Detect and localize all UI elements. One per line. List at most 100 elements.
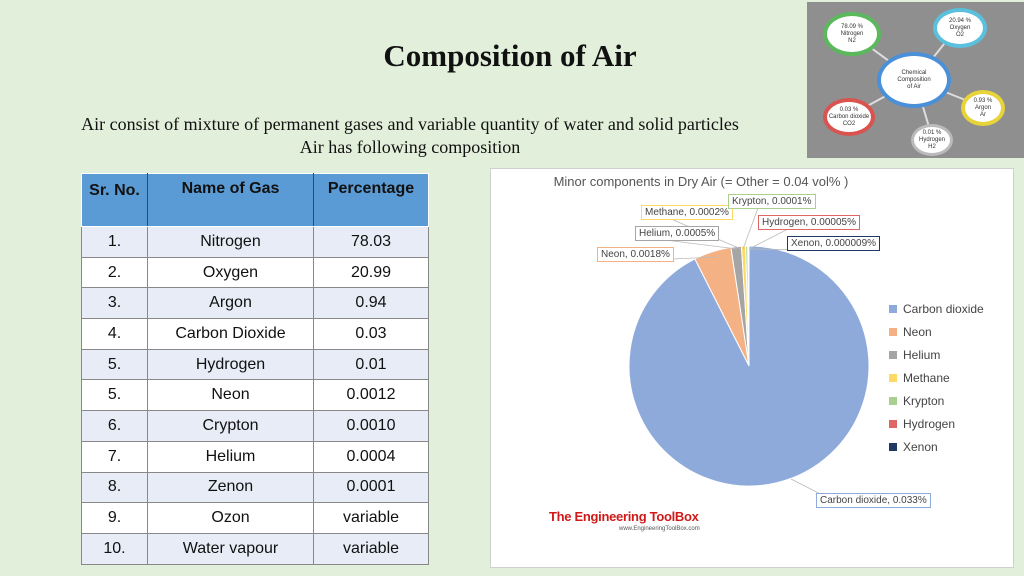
table-row: 2. Oxygen 20.99 [81,256,429,289]
chart-title: Minor components in Dry Air (= Other = 0… [553,174,849,189]
header-name-of-gas: Name of Gas [147,173,314,227]
mindmap-node-carbon-dioxide: 0.03 % Carbon dioxide CO2 [823,98,875,136]
cell-percentage: 0.0001 [313,471,429,504]
cell-gas-name: Ozon [147,502,314,534]
table-header-row: Sr. No. Name of Gas Percentage [81,173,429,227]
data-label-hydrogen: Hydrogen, 0.00005% [758,215,860,230]
table-row: 9. Ozon variable [81,502,429,534]
legend-item: Krypton [889,389,984,412]
mindmap-center-line: of Air [907,83,921,90]
mindmap-node-line: Carbon dioxide [828,113,870,120]
cell-gas-name: Neon [147,379,314,412]
legend-label: Krypton [903,393,945,408]
cell-gas-name: Crypton [147,410,314,442]
header-percentage: Percentage [313,173,429,227]
cell-sr-no: 1. [81,226,148,258]
engineering-toolbox-logo: The Engineering ToolBox [549,509,699,524]
leader-line [664,239,738,250]
legend-swatch [889,327,897,336]
legend-swatch [889,419,897,428]
data-label-krypton: Krypton, 0.0001% [728,194,816,209]
legend-swatch [889,396,897,405]
mindmap-node-argon: 0.93 % Argon Ar [961,90,1005,126]
mindmap-node-line: H2 [928,143,936,150]
leader-line [742,207,759,250]
mindmap-node-line: Oxygen [949,24,971,31]
legend-swatch [889,350,897,359]
cell-percentage: variable [313,532,429,565]
cell-sr-no: 3. [81,287,148,320]
chart-legend: Carbon dioxide Neon Helium Methane Krypton Hy… [889,297,984,458]
table-row: 10. Water vapour variable [81,532,429,565]
pie-chart-panel: Minor components in Dry Air (= Other = 0… [490,168,1014,568]
cell-percentage: 20.99 [313,256,429,289]
legend-item: Carbon dioxide [889,297,984,320]
cell-sr-no: 4. [81,318,148,350]
cell-sr-no: 2. [81,256,148,289]
cell-sr-no: 5. [81,379,148,412]
table-row: 5. Neon 0.0012 [81,379,429,412]
mindmap-center-node: Chemical Composition of Air [877,52,951,108]
mindmap-node-nitrogen: 78.09 % Nitrogen N2 [823,12,881,56]
cell-sr-no: 7. [81,440,148,473]
mindmap-node-line: Ar [980,111,986,118]
legend-label: Methane [903,370,950,385]
page-title: Composition of Air [383,38,637,73]
data-label-neon: Neon, 0.0018% [597,247,674,262]
legend-item: Hydrogen [889,412,984,435]
mindmap-node-line: CO2 [842,120,856,127]
cell-percentage: 0.0004 [313,440,429,473]
leader-line [748,228,789,250]
cell-gas-name: Hydrogen [147,348,314,381]
legend-swatch [889,304,897,313]
mindmap-node-line: O2 [955,31,964,38]
mindmap-node-line: Hydrogen [918,136,945,143]
composition-mindmap-image: Chemical Composition of Air 78.09 % Nitr… [807,2,1024,158]
cell-sr-no: 6. [81,410,148,442]
engineering-toolbox-url: www.EngineeringToolBox.com [619,526,700,532]
table-row: 1. Nitrogen 78.03 [81,226,429,258]
cell-percentage: 0.0012 [313,379,429,412]
cell-gas-name: Helium [147,440,314,473]
subtitle-line-2: Air has following composition [299,137,521,157]
mindmap-node-line: 0.93 % [973,97,993,104]
table-row: 6. Crypton 0.0010 [81,410,429,442]
mindmap-node-line: 78.09 % [840,23,864,30]
legend-label: Neon [903,324,932,339]
mindmap-node-oxygen: 20.94 % Oxygen O2 [933,8,987,48]
data-label-methane: Methane, 0.0002% [641,205,733,220]
cell-sr-no: 9. [81,502,148,534]
legend-label: Xenon [903,439,938,454]
mindmap-center-line: Chemical [901,69,927,76]
cell-percentage: 0.01 [313,348,429,381]
cell-gas-name: Zenon [147,471,314,504]
pie-slice-carbon-dioxide [628,245,870,487]
legend-label: Helium [903,347,941,362]
table-row: 3. Argon 0.94 [81,287,429,320]
legend-swatch [889,373,897,382]
mindmap-node-line: Nitrogen [840,30,864,37]
subtitle-line-1: Air consist of mixture of permanent gase… [81,114,739,134]
cell-gas-name: Nitrogen [147,226,314,258]
legend-label: Hydrogen [903,416,956,431]
cell-gas-name: Argon [147,287,314,320]
cell-gas-name: Water vapour [147,532,314,565]
cell-percentage: 0.03 [313,318,429,350]
composition-table: Sr. No. Name of Gas Percentage 1. Nitroge… [81,173,429,565]
mindmap-node-line: 0.03 % [839,106,859,113]
mindmap-center-line: Composition [897,76,931,83]
pie-chart [626,207,870,508]
cell-gas-name: Oxygen [147,256,314,289]
cell-percentage: 0.94 [313,287,429,320]
cell-gas-name: Carbon Dioxide [147,318,314,350]
legend-swatch [889,442,897,451]
cell-percentage: variable [313,502,429,534]
cell-sr-no: 10. [81,532,148,565]
cell-sr-no: 8. [81,471,148,504]
legend-item: Neon [889,320,984,343]
mindmap-node-line: 20.94 % [948,17,972,24]
table-row: 8. Zenon 0.0001 [81,471,429,504]
legend-item: Methane [889,366,984,389]
legend-item: Helium [889,343,984,366]
cell-percentage: 0.0010 [313,410,429,442]
